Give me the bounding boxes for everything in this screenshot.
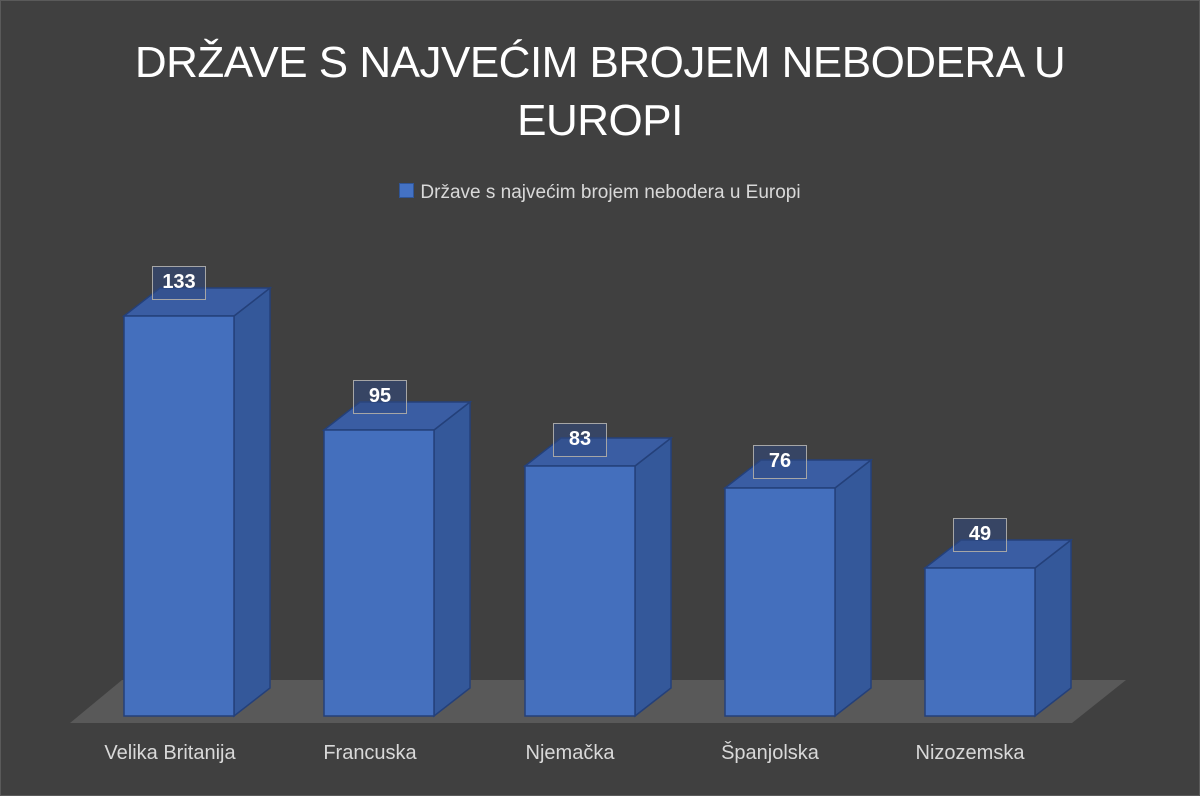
bar-njemacka[interactable] [522,436,674,718]
data-label-njemacka: 83 [553,423,607,457]
chart-title: DRŽAVE S NAJVEĆIM BROJEM NEBODERA U EURO… [0,34,1200,150]
chart-title-line-2: EUROPI [517,96,683,145]
category-label-njemacka: Njemačka [525,742,615,764]
legend-label: Države s najvećim brojem nebodera u Euro… [420,182,801,203]
bar-nizozemska[interactable] [922,538,1074,718]
data-label-francuska: 95 [353,380,407,414]
category-label-nizozemska: Nizozemska [915,742,1025,764]
category-label-francuska: Francuska [323,742,417,764]
bar-spanjolska[interactable] [722,458,874,718]
data-label-spanjolska: 76 [753,445,807,479]
bar-velika-britanija[interactable] [121,286,273,718]
legend-swatch-icon [399,183,415,199]
category-label-velika-britanija: Velika Britanija [104,742,236,764]
bar-francuska[interactable] [321,400,473,718]
data-label-velika-britanija: 133 [152,266,206,300]
chart-legend[interactable]: Države s najvećim brojem nebodera u Euro… [0,182,1200,204]
data-label-nizozemska: 49 [953,518,1007,552]
category-label-spanjolska: Španjolska [721,742,819,764]
chart-title-line-1: DRŽAVE S NAJVEĆIM BROJEM NEBODERA U [134,38,1066,87]
